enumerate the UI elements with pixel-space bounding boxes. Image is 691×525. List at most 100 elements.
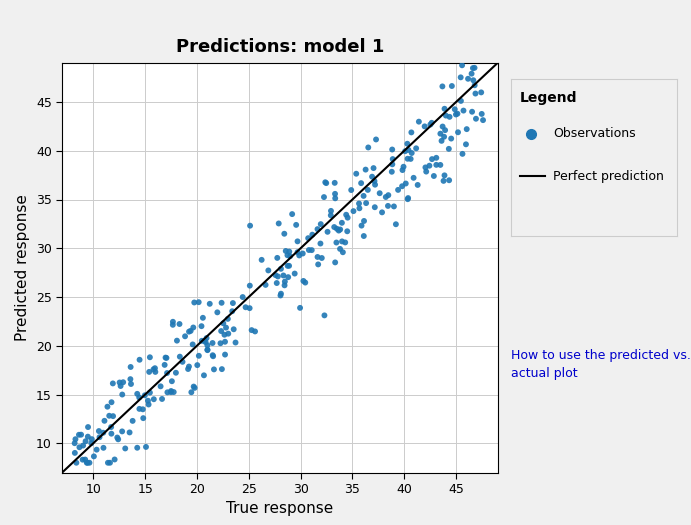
Text: Perfect prediction: Perfect prediction [553, 170, 663, 183]
Point [330, 258, 341, 267]
Text: Observations: Observations [553, 128, 636, 140]
Point [400, 180, 411, 188]
Point [189, 384, 200, 392]
Point [325, 211, 337, 219]
Point [245, 281, 256, 290]
Point [282, 261, 293, 270]
Point [403, 146, 414, 154]
Point [192, 361, 203, 369]
Point [270, 271, 281, 279]
Point [159, 361, 170, 369]
Point [219, 331, 230, 339]
Point [467, 64, 478, 72]
Point [193, 298, 205, 307]
Point [312, 225, 323, 233]
Point [138, 414, 149, 422]
Point [466, 69, 477, 78]
Point [144, 388, 155, 397]
Point [412, 181, 423, 189]
Point [272, 272, 283, 281]
Point [406, 149, 417, 157]
Point [144, 368, 155, 376]
Point [124, 428, 135, 437]
Point [388, 202, 399, 211]
Point [408, 174, 419, 182]
Point [93, 427, 104, 435]
Point [102, 403, 113, 411]
Point [387, 145, 398, 154]
Point [212, 308, 223, 317]
Point [362, 186, 373, 194]
Point [439, 171, 450, 180]
Point [183, 362, 194, 371]
Point [249, 327, 261, 335]
Point [435, 161, 446, 169]
Point [319, 311, 330, 320]
Point [113, 435, 124, 444]
Point [281, 247, 292, 255]
Point [354, 204, 365, 213]
Point [272, 254, 283, 262]
Point [403, 194, 414, 202]
Point [320, 178, 331, 186]
Point [333, 226, 344, 235]
Point [207, 339, 218, 347]
Point [112, 433, 123, 442]
Point [80, 437, 91, 445]
Point [458, 107, 469, 115]
Point [117, 378, 129, 386]
Point [228, 325, 239, 333]
Point [360, 165, 371, 174]
Point [437, 122, 448, 131]
Point [455, 97, 466, 105]
Point [369, 203, 380, 212]
Point [107, 379, 118, 387]
Point [276, 265, 287, 273]
Point [148, 365, 159, 374]
Point [291, 220, 302, 229]
Point [260, 281, 271, 289]
Point [70, 435, 81, 444]
Point [359, 217, 370, 225]
Point [263, 266, 274, 275]
Point [322, 228, 333, 236]
Point [166, 387, 177, 395]
Point [315, 220, 326, 228]
Point [193, 352, 205, 360]
Point [460, 140, 471, 149]
Point [91, 445, 102, 454]
Point [198, 313, 209, 322]
Point [187, 340, 198, 349]
Point [220, 338, 231, 346]
Point [126, 380, 137, 388]
Point [284, 247, 295, 256]
Point [143, 400, 154, 408]
Point [275, 291, 286, 300]
Point [185, 327, 196, 335]
Point [470, 89, 481, 98]
Point [279, 277, 290, 286]
Point [278, 229, 290, 238]
Point [439, 104, 450, 113]
Point [200, 338, 211, 347]
Point [292, 248, 303, 256]
Point [115, 382, 126, 390]
Point [366, 173, 377, 181]
Point [160, 353, 171, 362]
Point [452, 110, 463, 118]
Point [297, 249, 308, 258]
Point [351, 170, 362, 178]
Point [189, 298, 200, 307]
Point [374, 189, 385, 197]
Point [127, 417, 138, 425]
Point [125, 363, 136, 371]
Point [82, 423, 93, 431]
Point [150, 368, 161, 376]
Point [215, 339, 226, 348]
Point [334, 245, 346, 253]
Point [202, 341, 213, 350]
Point [196, 337, 207, 345]
Point [306, 246, 317, 254]
Point [94, 433, 105, 442]
Point [134, 355, 145, 364]
